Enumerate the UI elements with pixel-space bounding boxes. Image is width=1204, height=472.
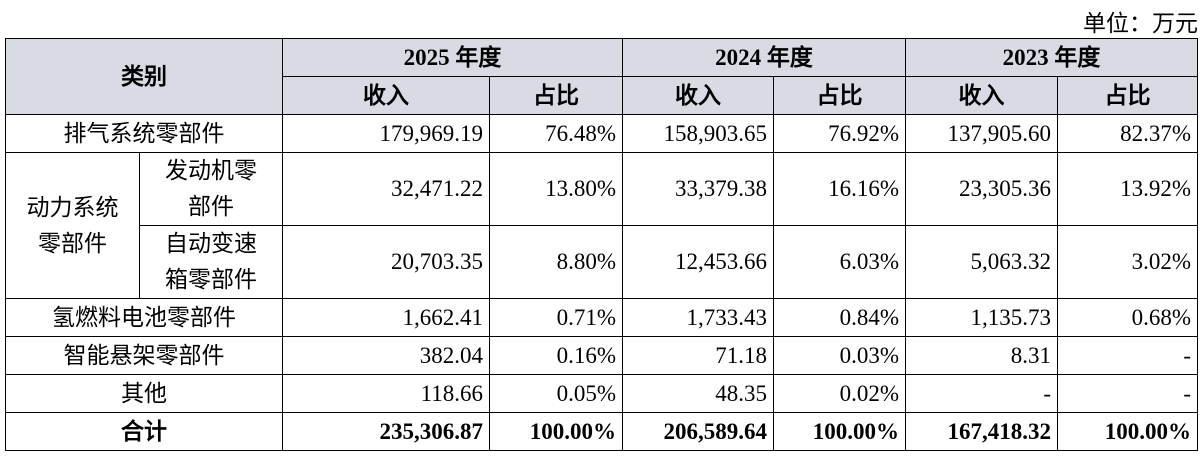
- table-row: 排气系统零部件 179,969.19 76.48% 158,903.65 76.92% 1…: [5, 114, 1198, 153]
- sub-header: 收入: [622, 76, 774, 115]
- table-row: 自动变速箱零部件 20,703.35 8.80% 12,453.66 6.03% 5,06…: [6, 225, 1198, 299]
- value-cell: 100.00%: [1057, 412, 1198, 451]
- table-row: 动力系统零部件 发动机零部件 32,471.22 13.80% 33,379.38 16.…: [5, 152, 1198, 299]
- sub-header: 占比: [489, 76, 623, 115]
- value-cell: 167,418.32: [905, 412, 1058, 451]
- value-cell: 100.00%: [773, 412, 906, 451]
- value-cell: 0.02%: [773, 374, 906, 413]
- year-header: 2024 年度: [622, 38, 906, 77]
- value-cell: 33,379.38: [622, 152, 774, 226]
- value-cell: 8.31: [905, 336, 1058, 375]
- year-header: 2023 年度: [905, 38, 1198, 77]
- value-cell: 179,969.19: [282, 114, 490, 153]
- row-label: 排气系统零部件: [5, 114, 283, 153]
- value-cell: -: [1057, 336, 1198, 375]
- value-cell: 158,903.65: [622, 114, 774, 153]
- value-cell: 20,703.35: [282, 225, 490, 299]
- value-cell: -: [905, 374, 1058, 413]
- revenue-table: 类别 2025 年度 2024 年度 2023 年度 收入 占比 收入 占比 收入 占比 排气系…: [5, 38, 1198, 451]
- table-row: 合计 235,306.87 100.00% 206,589.64 100.00% 167,…: [5, 412, 1198, 451]
- value-cell: 5,063.32: [905, 225, 1058, 299]
- table-row: 其他 118.66 0.05% 48.35 0.02% - -: [5, 374, 1198, 413]
- value-cell: 13.92%: [1057, 152, 1198, 226]
- group-label-cell: 动力系统零部件: [5, 152, 140, 299]
- row-label-cell: 发动机零部件: [139, 152, 283, 226]
- value-cell: 3.02%: [1057, 225, 1198, 299]
- row-label: 合计: [5, 412, 283, 451]
- value-cell: 16.16%: [773, 152, 906, 226]
- value-cell: 76.92%: [773, 114, 906, 153]
- value-cell: 6.03%: [773, 225, 906, 299]
- value-cell: 137,905.60: [905, 114, 1058, 153]
- value-cell: 0.05%: [489, 374, 623, 413]
- row-label: 智能悬架零部件: [5, 336, 283, 375]
- value-cell: 118.66: [282, 374, 490, 413]
- row-label: 自动变速箱零部件: [164, 231, 257, 292]
- value-cell: 382.04: [282, 336, 490, 375]
- value-cell: 12,453.66: [622, 225, 774, 299]
- value-cell: 48.35: [622, 374, 774, 413]
- sub-header: 占比: [1057, 76, 1198, 115]
- value-cell: 1,733.43: [622, 298, 774, 337]
- value-cell: 13.80%: [489, 152, 623, 226]
- value-cell: 71.18: [622, 336, 774, 375]
- value-cell: 76.48%: [489, 114, 623, 153]
- row-label: 其他: [5, 374, 283, 413]
- sub-header: 占比: [773, 76, 906, 115]
- value-cell: 0.71%: [489, 298, 623, 337]
- value-cell: 0.84%: [773, 298, 906, 337]
- sub-header: 收入: [282, 76, 490, 115]
- group-label: 动力系统零部件: [26, 194, 119, 256]
- sub-header: 收入: [905, 76, 1058, 115]
- unit-note: 单位：万元: [1083, 11, 1198, 36]
- value-cell: 0.68%: [1057, 298, 1198, 337]
- row-label: 氢燃料电池零部件: [5, 298, 283, 337]
- value-cell: 32,471.22: [282, 152, 490, 226]
- value-cell: 1,135.73: [905, 298, 1058, 337]
- header-cell: 类别: [5, 38, 283, 115]
- value-cell: 82.37%: [1057, 114, 1198, 153]
- value-cell: 235,306.87: [282, 412, 490, 451]
- table-row: 智能悬架零部件 382.04 0.16% 71.18 0.03% 8.31-: [5, 336, 1198, 375]
- value-cell: 0.16%: [489, 336, 623, 375]
- value-cell: -: [1057, 374, 1198, 413]
- value-cell: 206,589.64: [622, 412, 774, 451]
- value-cell: 1,662.41: [282, 298, 490, 337]
- row-label: 发动机零部件: [164, 158, 257, 219]
- value-cell: 0.03%: [773, 336, 906, 375]
- value-cell: 8.80%: [489, 225, 623, 299]
- row-label-cell: 自动变速箱零部件: [139, 225, 283, 299]
- year-header: 2025 年度: [282, 38, 623, 77]
- table-row: 氢燃料电池零部件 1,662.41 0.71% 1,733.43 0.84% 1,135.…: [5, 298, 1198, 337]
- value-cell: 23,305.36: [905, 152, 1058, 226]
- value-cell: 100.00%: [489, 412, 623, 451]
